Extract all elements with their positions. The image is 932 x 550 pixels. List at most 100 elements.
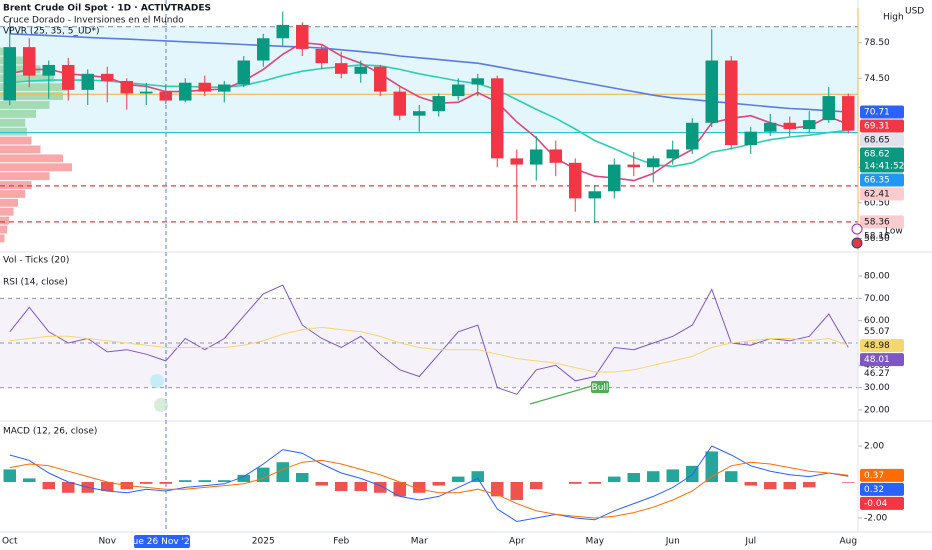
histogram-bar: [842, 481, 855, 483]
price-badge-label: 0.32: [864, 485, 884, 495]
histogram-bar: [471, 471, 484, 482]
candle-body: [803, 120, 816, 129]
histogram-bar: [432, 481, 445, 486]
candle-body: [549, 149, 562, 163]
y-tick-label: -2.00: [864, 513, 888, 523]
rsi-title: RSI (14, close): [3, 278, 68, 288]
histogram-bar: [198, 480, 211, 482]
candle-body: [62, 64, 75, 90]
volume-profile-bar: [0, 207, 14, 216]
volume-profile-bar: [0, 172, 50, 181]
histogram-bar: [140, 481, 153, 484]
histogram-bar: [569, 481, 582, 484]
flag-icon[interactable]: [851, 237, 863, 249]
price-badge: [860, 496, 904, 510]
x-tick-label: Apr: [509, 537, 525, 547]
layers: 78.5074.5064.5060.5056.5070.7169.3168.65…: [0, 11, 904, 547]
candle-body: [783, 122, 796, 129]
volume-profile-bar: [0, 83, 68, 92]
volume-profile-bar: [0, 181, 32, 189]
candle-body: [218, 84, 231, 92]
y-tick-label: 74.50: [864, 74, 890, 84]
histogram-bar: [179, 480, 192, 482]
annotation: Bull: [592, 383, 609, 393]
y-tick-label: 56.50: [864, 234, 890, 244]
price-badge-label: 70.71: [864, 108, 890, 118]
candle-body: [666, 149, 679, 159]
candle-body: [140, 91, 153, 94]
x-tick-label: Oct: [2, 537, 18, 547]
candle-body: [354, 66, 367, 74]
candle-body: [627, 164, 640, 168]
x-tick-label: Nov: [98, 537, 116, 547]
x-tick-label: Aug: [839, 537, 857, 547]
candle-body: [374, 66, 387, 92]
histogram-bar: [803, 481, 816, 488]
histogram-bar: [393, 481, 406, 497]
candle-body: [101, 73, 114, 81]
candle-body: [413, 111, 426, 116]
currency: USD: [905, 7, 924, 17]
volume-profile-bar: [0, 163, 72, 172]
histogram-bar: [315, 481, 328, 486]
volume-profile-bar: [0, 198, 18, 207]
volume-profile-bar: [0, 92, 63, 101]
volume-profile-bar: [0, 136, 32, 145]
histogram-bar: [374, 481, 387, 493]
marker: [154, 398, 168, 412]
price-badge: [860, 105, 904, 119]
candle-body: [42, 64, 55, 76]
histogram-bar: [413, 481, 426, 493]
price-badge-label: 68.62: [864, 150, 890, 160]
candle-body: [3, 47, 16, 101]
candle-body: [608, 164, 621, 192]
x-tick-label: May: [585, 537, 604, 547]
candle-body: [452, 84, 465, 97]
event-icon[interactable]: [851, 223, 863, 235]
candle-body: [530, 149, 543, 165]
x-tick-label: Jul: [744, 537, 756, 547]
histogram-bar: [335, 481, 348, 491]
histogram-bar: [452, 476, 465, 482]
candle-body: [296, 24, 309, 49]
price-badge-label: 55.07: [864, 327, 890, 337]
histogram-bar: [627, 473, 640, 482]
histogram-bar: [783, 481, 796, 490]
chart-title: Brent Crude Oil Spot · 1D · ACTIVTRADES: [3, 4, 211, 14]
price-badge-label: 66.35: [864, 176, 890, 186]
histogram-bar: [23, 478, 36, 482]
volume-profile-bar: [0, 234, 5, 243]
candle-body: [159, 91, 172, 101]
price-badge: [860, 468, 904, 482]
candle-body: [725, 60, 738, 146]
volume-profile-bar: [0, 216, 9, 225]
candle-body: [822, 96, 835, 121]
macd-line: [9, 445, 849, 523]
candle-body: [276, 24, 289, 39]
price-badge: [860, 482, 904, 496]
volume-profile-bar: [0, 154, 63, 163]
y-tick-label: 60.50: [864, 198, 890, 208]
histogram-bar: [608, 476, 621, 482]
x-tick-label: Mar: [411, 537, 428, 547]
annotation-box: [591, 381, 609, 393]
y-tick-label: 30.00: [864, 383, 890, 393]
histogram-bar: [3, 469, 16, 482]
histogram-bar: [705, 451, 718, 482]
volume-profile-bar: [0, 145, 41, 154]
candle-body: [179, 82, 192, 101]
y-tick-label: 20.00: [864, 405, 890, 415]
histogram-bar: [666, 469, 679, 482]
crosshair-label-box: [134, 535, 190, 548]
price-badge: [860, 339, 904, 353]
price-badge-label: 62.41: [864, 190, 890, 200]
moving-average: [9, 64, 849, 168]
volume-profile-bar: [0, 118, 26, 127]
candle-body: [569, 162, 582, 199]
price-badge: [860, 147, 904, 173]
histogram-bar: [42, 481, 55, 490]
y-tick-label: 60.00: [864, 316, 890, 326]
candle-body: [588, 191, 601, 199]
rsi-line: [9, 326, 849, 373]
